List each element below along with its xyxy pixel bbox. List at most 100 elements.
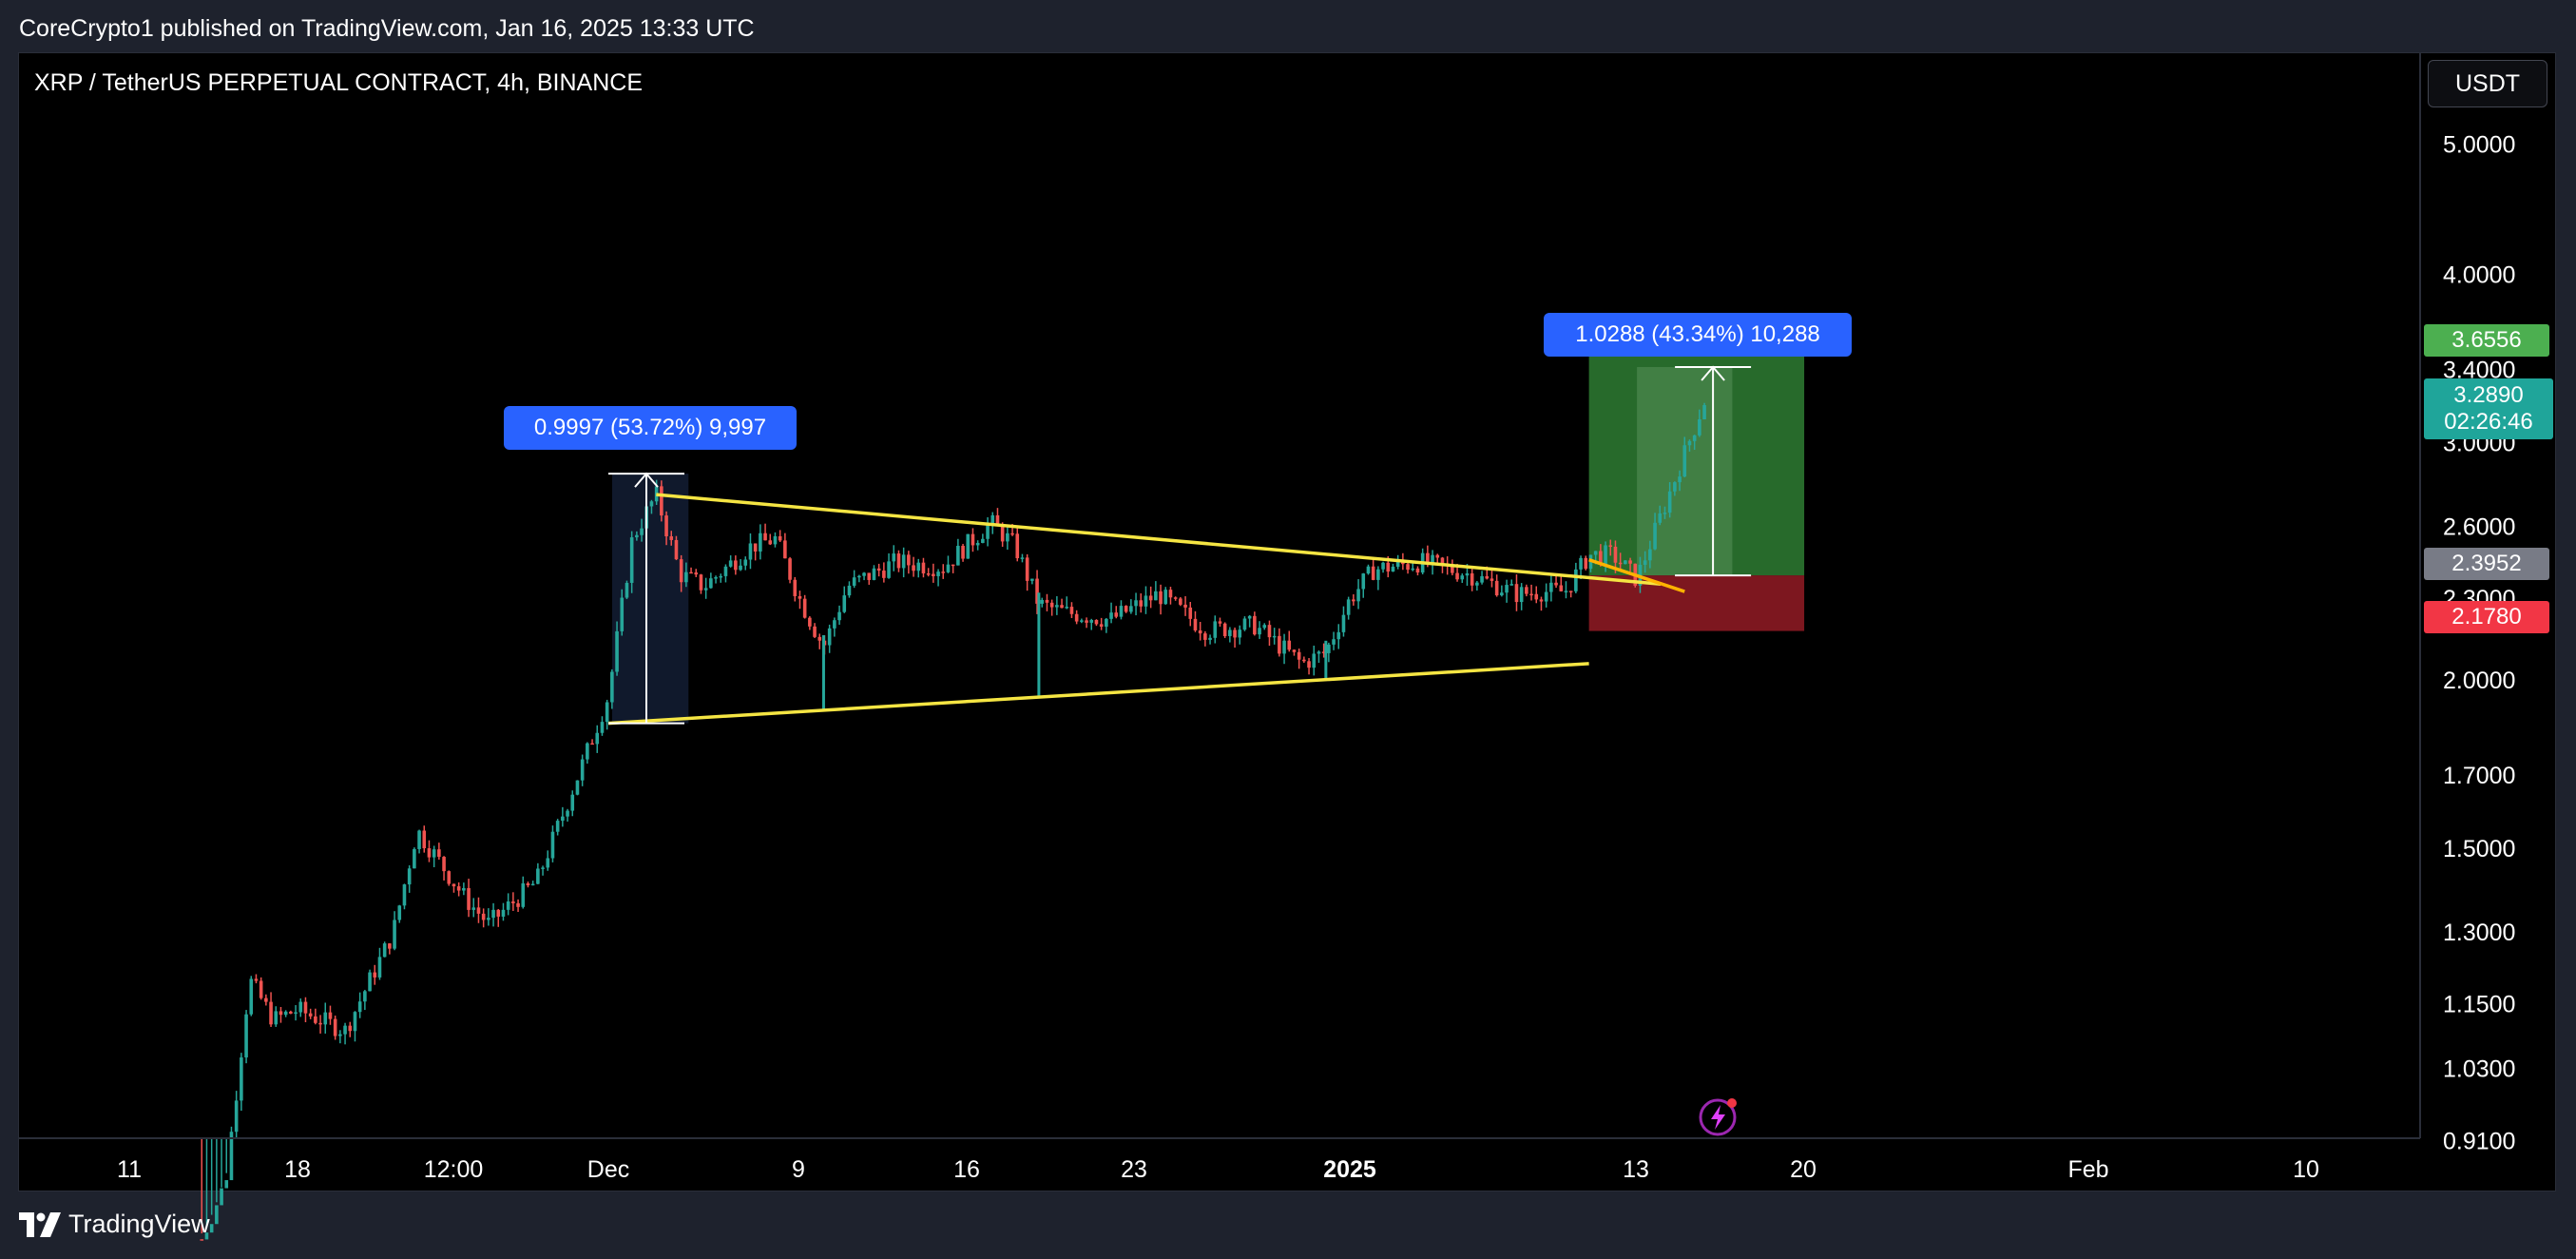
time-tick-7: 2025 [1323,1156,1376,1183]
candle-body-282 [1593,551,1598,555]
candle-body-264 [1505,585,1509,593]
position-zones [612,328,1805,724]
candle-body-140 [892,553,896,562]
candle-body-145 [916,562,921,571]
candle-body-139 [887,561,891,578]
candle-body-236 [1366,566,1371,574]
candle-body-117 [778,535,782,541]
candle-body-71 [550,831,555,859]
candle-body-136 [872,568,876,580]
candle-body-178 [1080,620,1084,622]
candle-body-167 [1025,557,1029,581]
flash-icon[interactable] [1698,1095,1740,1137]
candle-body-222 [1297,651,1301,660]
stop-price-tag: 2.1780 [2424,601,2549,633]
candle-body-7 [234,1100,239,1133]
candle-body-116 [773,535,778,545]
candle-body-219 [1282,640,1286,654]
candle-body-217 [1272,635,1277,638]
candle-body-218 [1278,635,1281,654]
candle-body-74 [566,810,569,817]
candle-body-267 [1519,587,1524,603]
candle-body-226 [1317,651,1321,654]
candle-body-256 [1465,572,1470,576]
candle-body-59 [491,909,495,919]
candle-body-111 [748,543,753,560]
candle-body-72 [555,821,560,832]
candle-body-207 [1222,623,1227,636]
candle-body-141 [896,553,901,569]
candle-body-198 [1179,598,1182,605]
candle-body-142 [901,554,906,569]
candle-body-245 [1411,568,1415,571]
candle-body-248 [1426,552,1430,565]
candle-body-30 [348,1025,353,1032]
candle-body-284 [1604,545,1607,565]
candle-body-229 [1332,639,1336,645]
candle-body-157 [975,542,980,546]
candle-body-258 [1475,582,1479,586]
candle-body-287 [1618,562,1623,565]
candle-body-89 [640,528,644,535]
candles [200,402,1706,1241]
candle-body-259 [1480,576,1484,583]
candle-body-224 [1307,661,1311,668]
candle-body-44 [417,830,421,849]
candle-body-158 [981,538,985,543]
candle-body-12 [259,980,263,998]
candle-body-249 [1431,554,1434,565]
candle-body-251 [1440,557,1445,564]
time-tick-4: 9 [792,1156,805,1183]
candle-body-42 [407,868,412,885]
candle-body-211 [1242,618,1247,630]
chart-frame[interactable] [18,52,2556,1191]
candle-body-13 [264,998,268,1002]
candle-body-45 [422,830,427,849]
candle-body-64 [516,902,520,907]
time-tick-6: 23 [1121,1156,1147,1183]
candle-body-132 [852,577,856,586]
candle-body-100 [694,572,699,575]
symbol-title[interactable]: XRP / TetherUS PERPETUAL CONTRACT, 4h, B… [34,69,644,96]
candle-body-3 [215,1205,219,1225]
candle-body-185 [1114,612,1119,617]
candle-body-295 [1658,513,1663,523]
price-tick-7: 1.7000 [2443,763,2515,789]
candle-body-183 [1105,618,1108,628]
candle-body-84 [615,630,619,672]
candle-body-107 [728,560,733,567]
candle-body-292 [1643,560,1647,565]
brand-name: TradingView [68,1210,210,1238]
candle-body-93 [660,486,663,516]
candle-body-194 [1159,591,1163,605]
candle-body-155 [966,533,971,559]
candle-body-86 [625,582,629,598]
candle-body-216 [1267,625,1272,638]
candle-body-283 [1599,551,1603,565]
candle-body-137 [876,568,881,571]
time-tick-2: 12:00 [424,1156,484,1183]
candle-body-79 [590,743,594,746]
candle-body-304 [1702,405,1706,419]
candle-body-39 [393,920,396,949]
candle-body-60 [496,909,501,917]
candle-body-271 [1539,599,1544,602]
currency-button[interactable]: USDT [2428,60,2547,107]
candle-body-260 [1485,576,1490,579]
candle-body-38 [388,943,392,949]
footer-brand[interactable]: TradingView [19,1210,210,1239]
candle-body-221 [1292,649,1297,652]
candle-body-171 [1045,599,1049,603]
candle-body-286 [1613,546,1618,563]
candle-body-99 [689,571,693,574]
trendline-upper [656,493,1662,586]
candle-body-41 [402,884,407,906]
candle-body-297 [1667,491,1672,513]
candle-body-54 [467,887,471,910]
candle-body-143 [907,554,911,566]
candle-body-14 [269,1001,273,1025]
candle-body-102 [703,588,708,591]
candle-body-144 [912,565,915,571]
candle-body-9 [244,1014,248,1058]
